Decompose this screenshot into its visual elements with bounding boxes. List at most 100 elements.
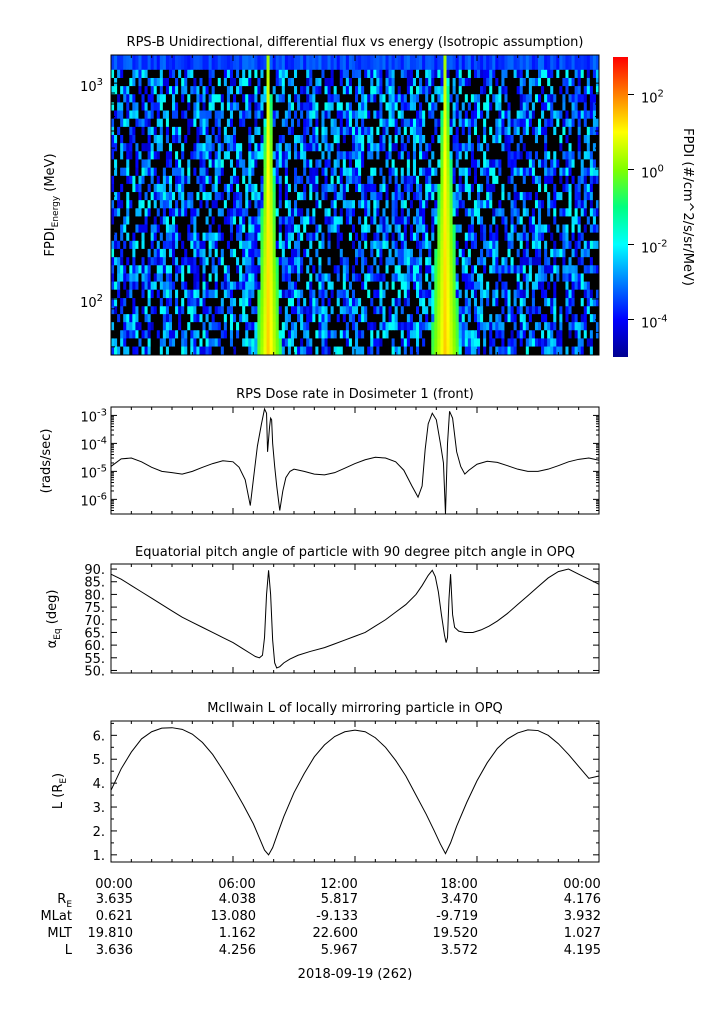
spectrogram-cell	[550, 338, 554, 347]
spectrogram-cell	[202, 264, 206, 274]
spectrogram-cell	[281, 167, 286, 176]
spectrogram-cell	[467, 150, 472, 160]
spectrogram-cell	[449, 134, 453, 144]
spectrogram-cell	[416, 134, 420, 144]
spectrogram-cell	[370, 313, 374, 323]
spectrogram-cell	[477, 159, 481, 168]
spectrogram-cell	[467, 264, 472, 274]
spectrogram-cell	[303, 191, 307, 201]
spectrogram-cell	[473, 191, 478, 201]
spectrogram-cell	[586, 191, 591, 201]
spectrogram-cell	[528, 191, 533, 201]
spectrogram-cell	[181, 93, 185, 103]
spectrogram-cell	[266, 159, 270, 168]
spectrogram-cell	[464, 159, 469, 168]
spectrogram-cell	[373, 321, 377, 331]
spectrogram-cell	[504, 240, 508, 249]
spectrogram-cell	[214, 224, 219, 233]
spectrogram-cell	[245, 150, 249, 160]
spectrogram-cell	[287, 183, 292, 193]
spectrogram-cell	[565, 321, 569, 331]
spectrogram-cell	[489, 329, 493, 339]
spectrogram-cell	[440, 346, 444, 356]
spectrogram-cell	[333, 134, 338, 144]
spectrogram-cell	[461, 273, 466, 282]
spectrogram-cell	[226, 150, 231, 160]
spectrogram-cell	[220, 142, 225, 152]
spectrogram-cell	[504, 346, 508, 356]
spectrogram-cell	[358, 305, 362, 315]
spectrogram-cell	[193, 191, 197, 201]
spectrogram-cell	[348, 289, 353, 299]
spectrogram-cell	[455, 346, 460, 356]
spectrogram-cell	[141, 329, 145, 339]
spectrogram-cell	[449, 101, 453, 111]
spectrogram-cell	[214, 297, 219, 307]
spectrogram-cell	[525, 183, 530, 193]
spectrogram-cell	[126, 289, 130, 299]
spectrogram-cell	[464, 142, 469, 152]
spectrogram-cell	[400, 167, 405, 176]
spectrogram-cell	[400, 305, 405, 315]
spectrogram-cell	[159, 126, 164, 135]
spectrogram-cell	[233, 199, 237, 209]
spectrogram-cell	[229, 118, 234, 127]
spectrogram-cell	[168, 207, 173, 217]
spectrogram-cell	[385, 207, 389, 217]
spectrogram-cell	[464, 329, 469, 339]
spectrogram-cell	[114, 232, 118, 241]
spectrogram-cell	[172, 93, 176, 103]
spectrogram-cell	[519, 224, 524, 233]
spectrogram-cell	[431, 297, 435, 307]
spectrogram-cell	[312, 207, 316, 217]
spectrogram-cell	[592, 159, 597, 168]
spectrogram-cell	[214, 118, 219, 127]
spectrogram-cell	[175, 313, 179, 323]
spectrogram-cell	[577, 264, 582, 274]
spectrogram-cell	[297, 101, 301, 111]
spectrogram-cell	[473, 338, 478, 347]
spectrogram-cell	[348, 297, 353, 307]
spectrogram-cell	[205, 207, 209, 217]
spectrogram-cell	[181, 207, 185, 217]
spectrogram-cell	[562, 289, 566, 299]
spectrogram-cell	[226, 338, 231, 347]
spectrogram-cell	[156, 248, 161, 258]
spectrogram-cell	[123, 191, 127, 201]
spectrogram-cell	[342, 224, 347, 233]
spectrogram-cell	[519, 167, 524, 176]
spectrogram-cell	[330, 240, 335, 249]
spectrogram-cell	[269, 232, 274, 241]
spectrogram-cell	[525, 273, 530, 282]
spectrogram-cell	[416, 297, 420, 307]
spectrogram-cell	[547, 338, 551, 347]
spectrogram-cell	[525, 142, 530, 152]
spectrogram-cell	[455, 305, 460, 315]
spectrogram-cell	[260, 134, 264, 144]
spectrogram-cell	[117, 191, 121, 201]
spectrogram-cell	[348, 150, 353, 160]
spectrogram-cell	[428, 297, 432, 307]
spectrogram-cell	[162, 93, 167, 103]
spectrogram-cell	[480, 110, 484, 119]
spectrogram-cell	[443, 232, 447, 241]
spectrogram-cell	[190, 167, 194, 176]
spectrogram-cell	[477, 273, 481, 282]
spectrogram-cell	[287, 346, 292, 356]
spectrogram-cell	[385, 338, 389, 347]
spectrogram-cell	[403, 118, 408, 127]
spectrogram-cell	[470, 248, 475, 258]
spectrogram-cell	[458, 338, 463, 347]
spectrogram-cell	[355, 248, 359, 258]
spectrogram-cell	[480, 273, 484, 282]
spectrogram-cell	[583, 297, 588, 307]
spectrogram-cell	[412, 273, 417, 282]
spectrogram-cell	[385, 329, 389, 339]
spectrogram-cell	[489, 150, 493, 160]
spectrogram-cell	[547, 232, 551, 241]
spectrogram-cell	[248, 175, 252, 184]
spectrogram-cell	[522, 207, 527, 217]
spectrogram-cell	[361, 338, 365, 347]
spectrogram-cell	[239, 289, 243, 299]
spectrogram-cell	[501, 142, 505, 152]
